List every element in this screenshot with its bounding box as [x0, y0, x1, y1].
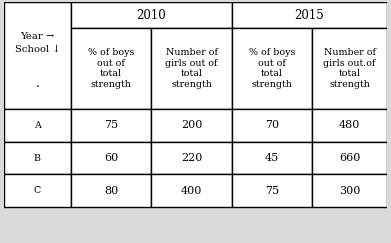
- Bar: [151, 142, 232, 174]
- Bar: [312, 174, 387, 207]
- Bar: [232, 28, 312, 109]
- Bar: [151, 28, 232, 109]
- Bar: [4, 2, 71, 109]
- Text: 2010: 2010: [136, 9, 166, 22]
- Bar: [151, 109, 232, 142]
- Text: % of boys
out of
total
strength: % of boys out of total strength: [88, 48, 135, 89]
- Bar: [4, 109, 71, 142]
- Bar: [151, 174, 232, 207]
- Text: B: B: [34, 154, 41, 163]
- Bar: [232, 2, 387, 28]
- Text: Year →
School ↓: Year → School ↓: [14, 32, 60, 54]
- Text: 200: 200: [181, 120, 203, 130]
- Text: Number of
girls out of
total
strength: Number of girls out of total strength: [165, 48, 218, 89]
- Text: Ċ: Ċ: [34, 186, 41, 195]
- Text: 70: 70: [265, 120, 279, 130]
- Bar: [71, 109, 151, 142]
- Bar: [71, 2, 232, 28]
- Text: 80: 80: [104, 186, 118, 196]
- Bar: [71, 142, 151, 174]
- Text: 60: 60: [104, 153, 118, 163]
- Text: 45: 45: [265, 153, 279, 163]
- Bar: [4, 174, 71, 207]
- Text: A: A: [34, 121, 41, 130]
- Bar: [312, 142, 387, 174]
- Text: 480: 480: [339, 120, 361, 130]
- Bar: [71, 174, 151, 207]
- Text: 75: 75: [265, 186, 279, 196]
- Bar: [312, 28, 387, 109]
- Bar: [312, 109, 387, 142]
- Text: 300: 300: [339, 186, 361, 196]
- Bar: [71, 28, 151, 109]
- Text: 2015: 2015: [295, 9, 325, 22]
- Text: 75: 75: [104, 120, 118, 130]
- Text: % of boys
out of
total
strength: % of boys out of total strength: [249, 48, 295, 89]
- Text: Number of
girls out.of
total
strength: Number of girls out.of total strength: [323, 48, 376, 89]
- Bar: [232, 174, 312, 207]
- Text: 660: 660: [339, 153, 361, 163]
- Text: 220: 220: [181, 153, 203, 163]
- Bar: [4, 142, 71, 174]
- Bar: [232, 109, 312, 142]
- Text: ·: ·: [36, 81, 39, 94]
- Text: 400: 400: [181, 186, 203, 196]
- Bar: [232, 142, 312, 174]
